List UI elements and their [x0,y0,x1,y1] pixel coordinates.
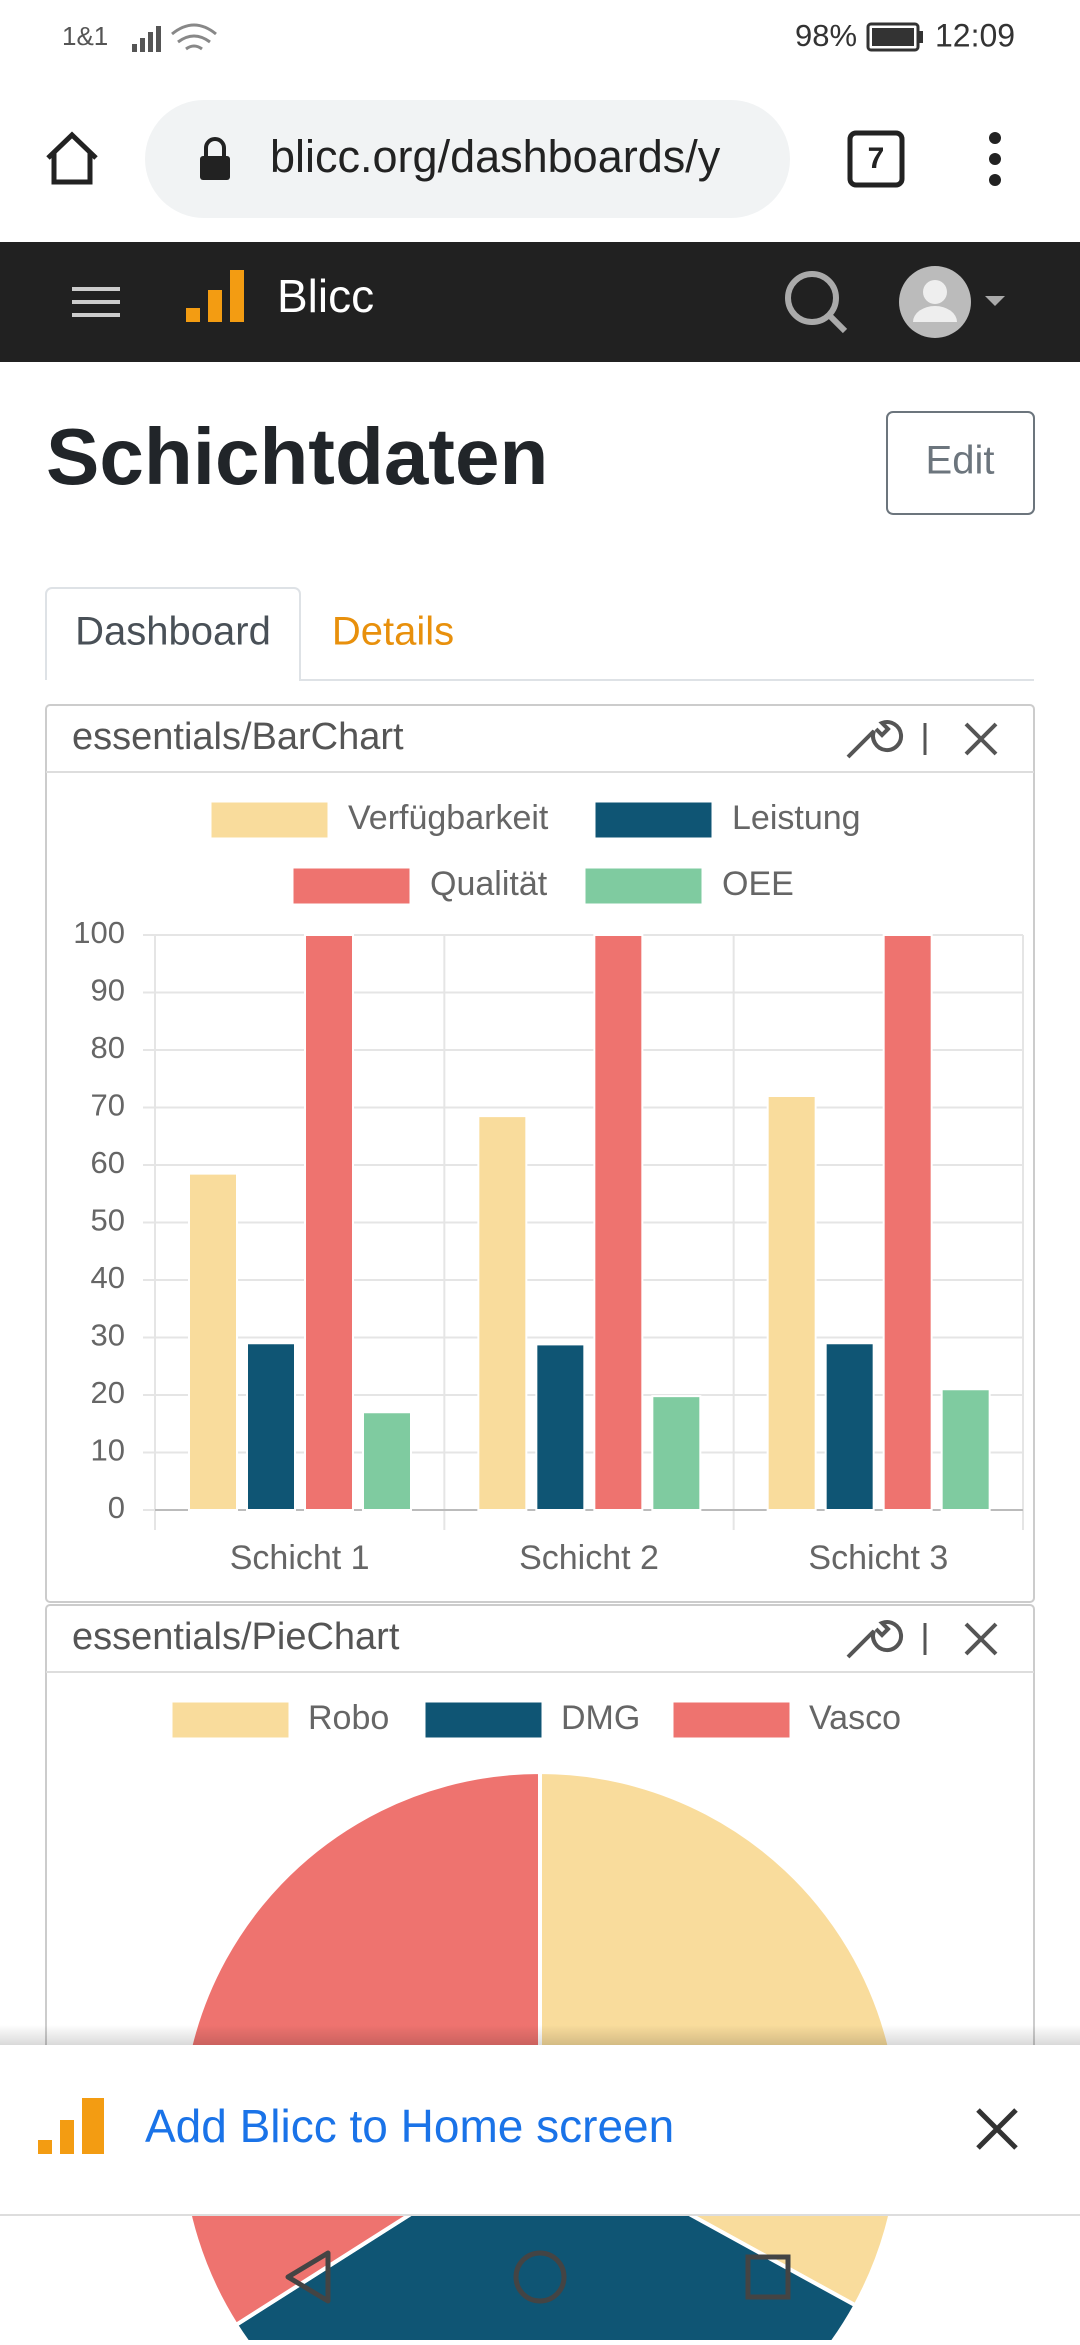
legend-label: Qualität [430,865,548,903]
close-button[interactable] [964,1622,998,1656]
widget-title: essentials/PieChart [72,1616,400,1658]
legend-swatch [171,1701,290,1739]
y-tick-label: 80 [91,1030,125,1065]
bar [766,1095,817,1511]
bar [477,1115,528,1511]
y-tick-label: 40 [91,1260,125,1295]
url[interactable]: blicc.org/dashboards/y [270,131,721,182]
wrench-button[interactable] [846,720,904,759]
brand: Blicc [277,270,374,322]
y-tick-label: 0 [108,1490,125,1525]
bar [882,934,933,1511]
x-tick-label: Schicht 1 [230,1539,370,1577]
bar [362,1411,412,1511]
edit-button[interactable] [886,411,1035,515]
tab[interactable]: Details [332,610,454,654]
legend-swatch [594,801,713,839]
banner-close[interactable] [976,2108,1018,2150]
y-tick-label: 70 [91,1088,125,1123]
clock: 12:09 [935,17,1015,53]
battery-level: 98% [795,18,857,53]
tab-border [45,587,1034,681]
legend-label: Leistung [732,799,861,837]
banner-text[interactable]: Add Blicc to Home screen [145,2100,674,2152]
bar [304,934,354,1511]
y-tick-label: 10 [91,1433,125,1468]
widget-title: essentials/BarChart [72,716,404,758]
x-tick-label: Schicht 2 [519,1539,659,1577]
bar [246,1342,296,1511]
legend-swatch [584,867,703,905]
bar [651,1395,702,1512]
bar [940,1388,991,1511]
carrier: 1&1 [62,21,108,51]
wrench-button[interactable] [846,1620,904,1659]
widget-tools [846,720,998,1659]
wifi-icon [171,23,217,51]
search-button[interactable] [785,271,848,334]
legend-swatch [424,1701,543,1739]
nav-recents[interactable] [745,2254,791,2300]
tab-count[interactable]: 7 [868,142,885,175]
legend-label: OEE [722,865,794,903]
legend-label: DMG [561,1699,640,1737]
logo [186,270,244,322]
nav-home[interactable] [513,2250,567,2304]
menu-button[interactable] [989,132,1001,186]
legend-label: Robo [308,1699,389,1737]
legend-swatch [672,1701,791,1739]
legend-label: Vasco [809,1699,901,1737]
home-button[interactable] [46,131,98,185]
x-tick-label: Schicht 3 [808,1539,948,1577]
y-tick-label: 100 [73,915,125,950]
y-tick-label: 50 [91,1203,125,1238]
tab-switcher[interactable] [847,130,905,188]
y-tick-label: 20 [91,1375,125,1410]
bar [593,934,644,1511]
hamburger-button[interactable] [72,287,120,317]
install-banner [0,2045,1080,2215]
legend-label: Verfügbarkeit [348,799,549,837]
avatar-button[interactable] [899,266,1005,338]
battery-icon [866,22,923,52]
legend-swatch [292,867,411,905]
lock-icon [200,137,230,180]
y-tick-label: 60 [91,1145,125,1180]
bar [824,1342,875,1511]
y-tick-label: 30 [91,1318,125,1353]
close-button[interactable] [964,722,998,756]
nav-back[interactable] [285,2250,331,2304]
page-title: Schichtdaten [46,412,548,501]
bar [535,1343,586,1512]
signal-icon [132,26,161,52]
url-bar[interactable] [145,100,790,218]
pie-slice [233,2129,859,2345]
banner-shadow [0,2025,1080,2045]
legend-swatch [210,801,329,839]
edit-label[interactable]: Edit [926,439,995,483]
banner-logo [38,2098,104,2154]
y-tick-label: 90 [91,973,125,1008]
tab[interactable]: Dashboard [75,610,271,654]
bar [188,1172,238,1511]
